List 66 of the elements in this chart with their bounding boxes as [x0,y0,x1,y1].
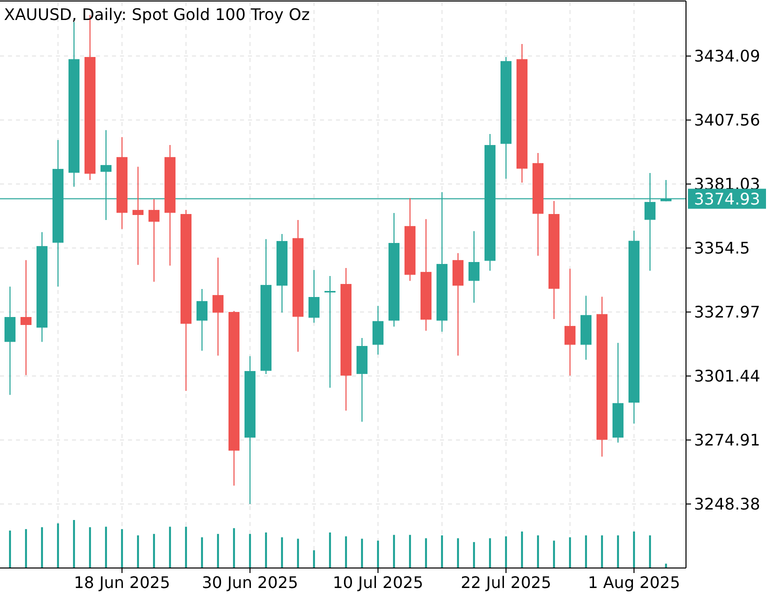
bar [153,534,155,568]
candlestick [564,268,576,376]
bar [169,526,171,568]
y-tick-label: 3301.44 [694,366,760,386]
x-tick-label: 1 Aug 2025 [588,573,680,592]
bar [185,526,187,568]
candlestick [212,257,224,356]
bar [265,532,267,568]
y-tick-label: 3434.09 [694,46,760,66]
chart-title: XAUUSD, Daily: Spot Gold 100 Troy Oz [4,5,310,24]
bar [665,564,667,568]
bar [489,538,491,568]
bar [57,523,59,568]
x-tick-label: 10 Jul 2025 [332,573,424,592]
bar [73,520,75,568]
candlestick [20,260,32,376]
bar [9,530,11,568]
bar [329,532,331,568]
bar [25,529,27,568]
x-tick-label: 30 Jun 2025 [202,573,298,592]
bar [345,536,347,568]
candlestick [372,305,384,356]
bar [89,527,91,568]
bar [473,542,475,568]
bar [585,535,587,568]
y-tick-label: 3327.97 [694,302,760,322]
bar [553,540,555,568]
y-tick-label: 3248.38 [694,494,760,514]
bar [201,537,203,568]
y-tick-label: 3407.56 [694,110,760,130]
candlestick [324,276,336,388]
x-tick-label: 18 Jun 2025 [74,573,170,592]
candlestick [468,230,480,304]
candlestick [196,288,208,352]
y-tick-label: 3274.91 [694,430,760,450]
bar [505,536,507,568]
bar [409,534,411,568]
ref-line-label: 3374.93 [694,189,760,208]
bar [137,535,139,568]
bar [617,535,619,568]
bar [633,532,635,568]
candlestick [132,166,144,266]
x-tick-label: 22 Jul 2025 [460,573,552,592]
bar [649,535,651,568]
candlestick [308,269,320,324]
bar [441,535,443,568]
bar [457,538,459,568]
bar [41,527,43,568]
candlestick [148,198,160,282]
bar [217,534,219,568]
bar [249,534,251,568]
bar [569,537,571,568]
bar [121,529,123,568]
bar [521,532,523,568]
bar [313,550,315,568]
bar [297,538,299,568]
bar [281,537,283,568]
bar [425,538,427,568]
bar [537,535,539,568]
bar [105,526,107,568]
bar [393,534,395,568]
bar [601,535,603,568]
bar [233,528,235,568]
bar [361,538,363,568]
bar [377,540,379,568]
y-tick-label: 3354.5 [694,238,750,258]
